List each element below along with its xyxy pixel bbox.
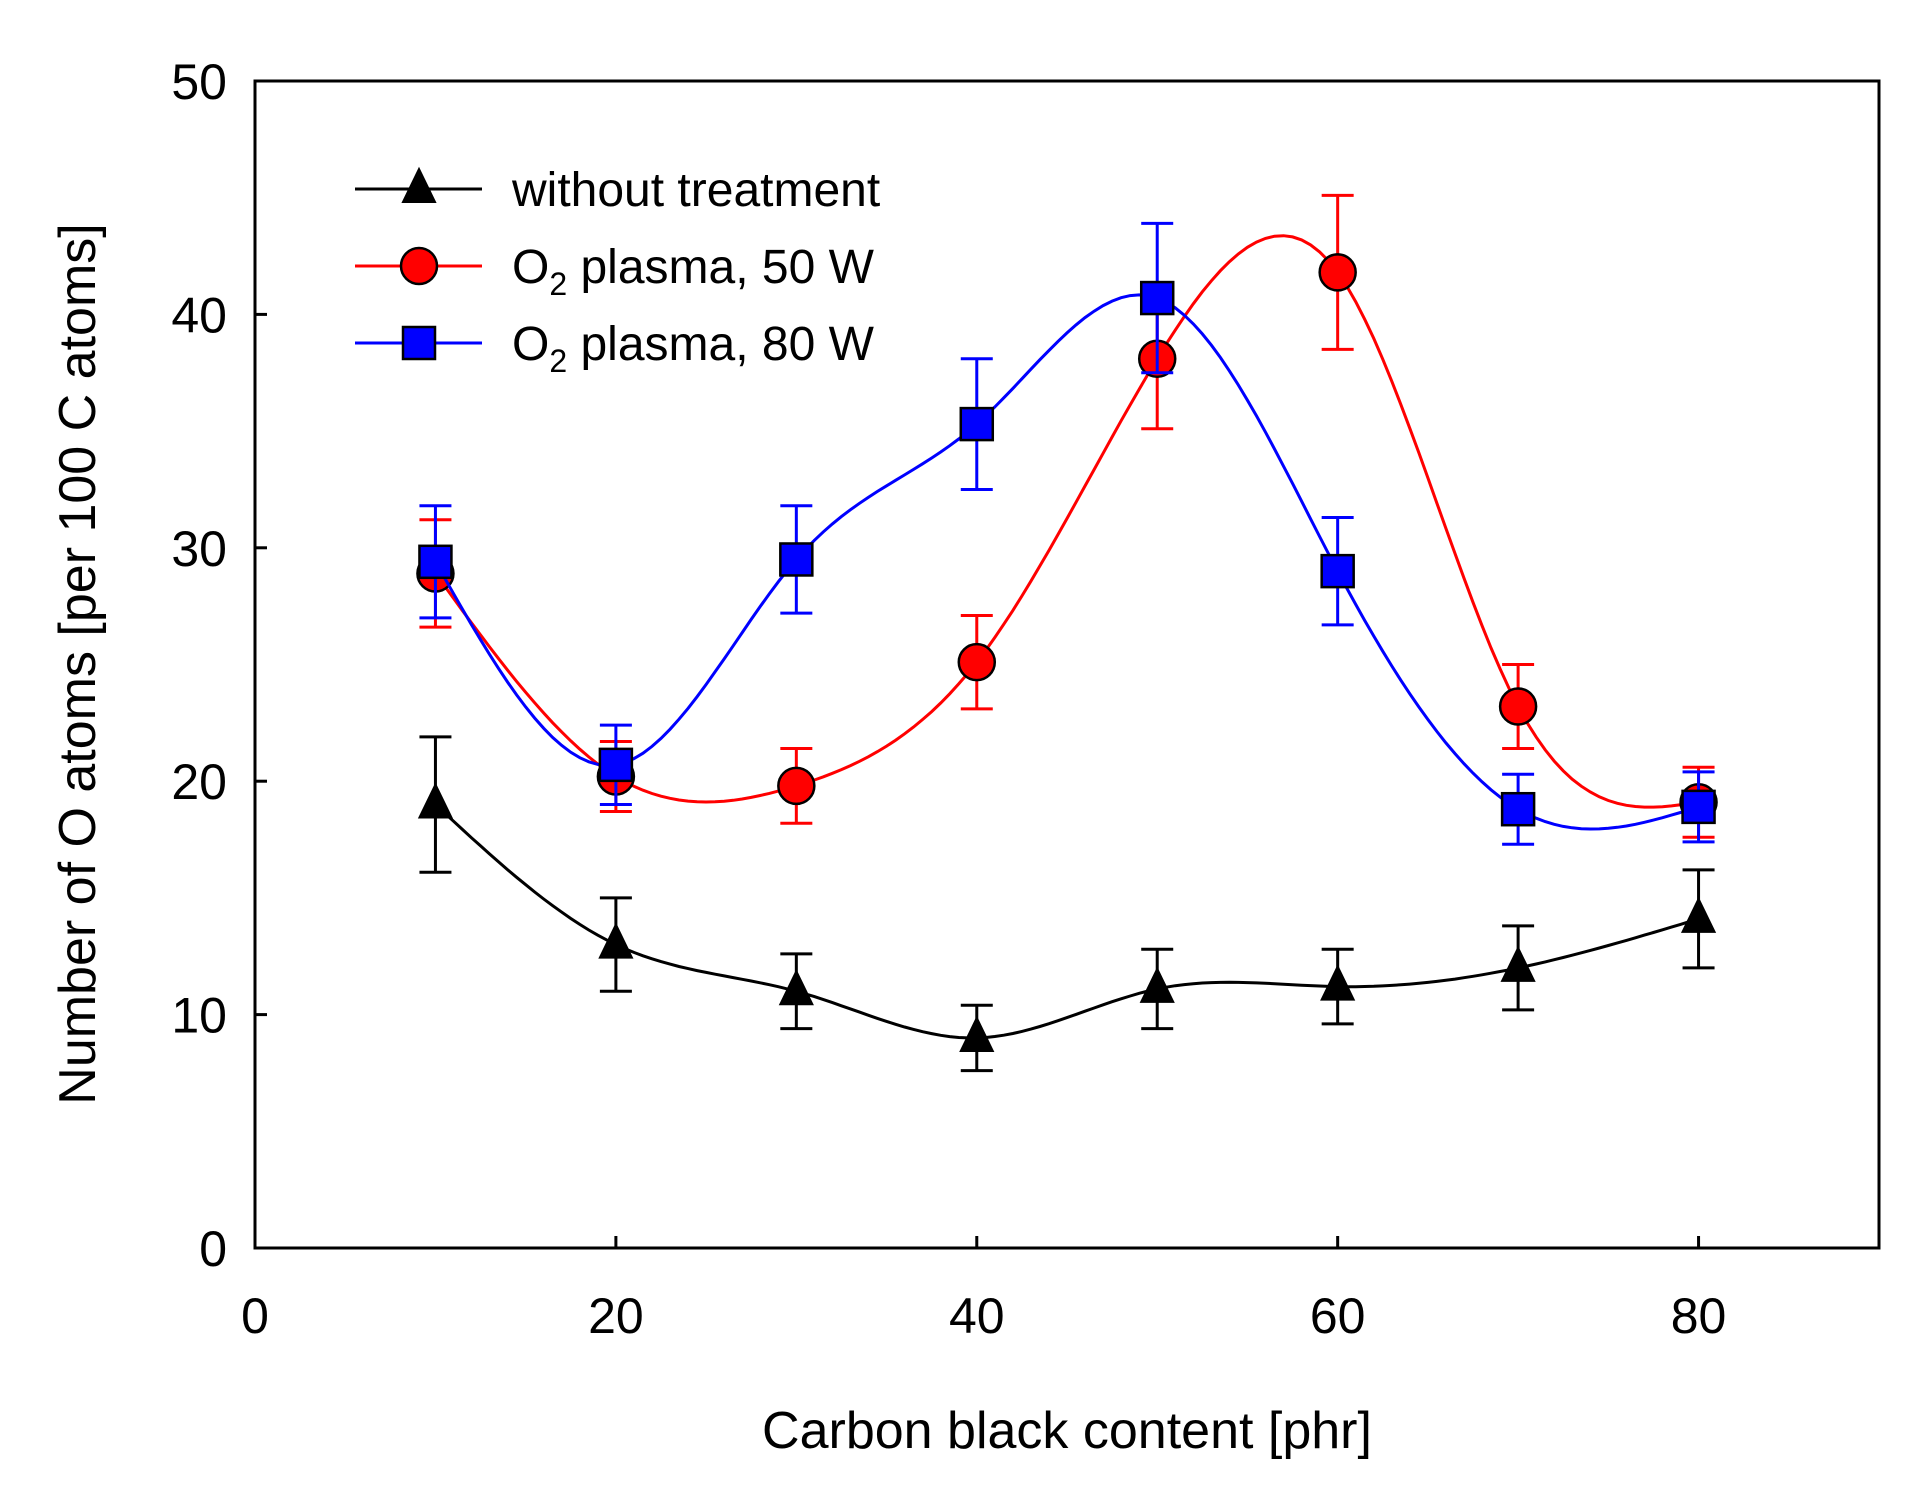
data-point [1139,966,1175,1003]
data-point [778,968,814,1006]
series-line [434,234,1699,809]
data-point [957,642,997,682]
legend-item: without treatment [355,164,880,217]
legend-marker-circle-icon [399,246,439,286]
y-tick-label: 50 [171,54,227,110]
series-triangle [417,735,1717,1073]
series-square [418,221,1716,846]
data-point [959,1015,995,1052]
data-point [417,782,454,819]
legend-marker-square-icon [401,325,437,361]
plot-frame [253,79,1881,1250]
y-tick-label: 30 [171,521,227,577]
data-point [418,544,453,580]
y-tick-label: 40 [171,287,227,343]
legend-label: O2 plasma, 50 W [512,241,875,302]
x-tick-label: 80 [1671,1288,1727,1344]
y-axis-label: Number of O atoms [per 100 C atoms] [49,223,107,1104]
data-point [1320,553,1355,589]
data-point [1680,896,1717,933]
x-tick-label: 0 [241,1288,269,1344]
data-point [1498,687,1538,726]
legend-label: O2 plasma, 80 W [512,318,875,379]
y-tick-label: 10 [171,988,227,1044]
x-tick-label: 60 [1310,1288,1366,1344]
data-point [1681,789,1716,825]
y-tick-label: 20 [171,754,227,810]
data-point [779,542,814,577]
x-tick-label: 40 [949,1288,1005,1344]
y-tick-label: 0 [199,1221,227,1277]
data-point [1500,945,1536,982]
data-point [777,766,816,806]
series-line [434,293,1700,831]
legend-item: O2 plasma, 80 W [355,318,875,379]
data-point [1500,791,1536,827]
x-tick-label: 20 [588,1288,644,1344]
data-point [959,406,995,442]
data-point [1139,280,1175,316]
data-point [598,922,634,959]
series-line [434,803,1700,1040]
data-point [598,747,634,783]
legend-marker-triangle-icon [401,166,437,203]
data-point [1318,253,1357,292]
legend-item: O2 plasma, 50 W [355,241,875,302]
legend-label: without treatment [511,164,880,217]
x-axis-label: Carbon black content [phr] [762,1402,1372,1460]
data-point [1320,964,1356,1001]
